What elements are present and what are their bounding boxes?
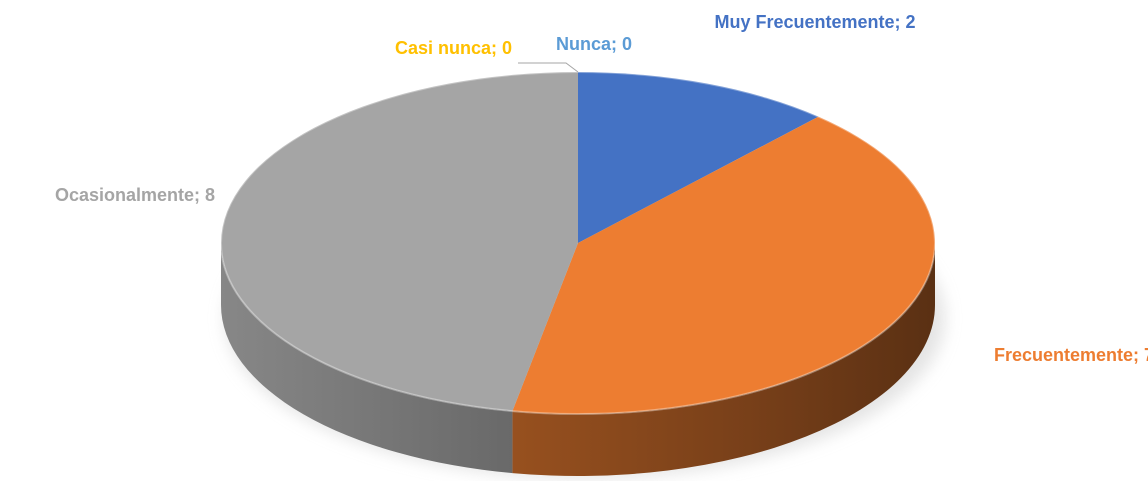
slice (512, 116, 935, 415)
data-label: Nunca; 0 (556, 34, 633, 54)
data-label: Ocasionalmente; 8 (54, 185, 215, 205)
data-label: Muy Frecuentemente; 2 (714, 12, 916, 32)
slice-side (221, 243, 513, 474)
slice (578, 72, 819, 243)
data-label: Casi nunca; 0 (394, 38, 512, 58)
slice-side (512, 243, 935, 477)
data-label: Frecuentemente; 7 (994, 345, 1148, 365)
slice (220, 72, 578, 412)
leader-line (518, 62, 579, 73)
